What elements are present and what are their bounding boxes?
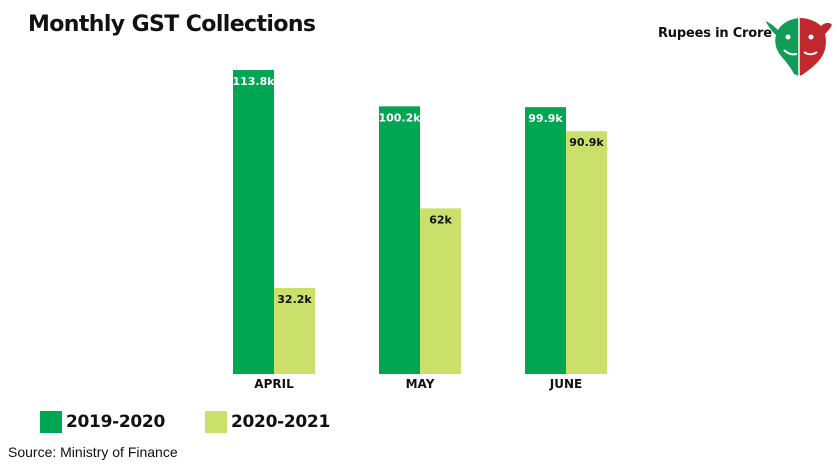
bar-value-label: 90.9k [569,136,604,149]
bar-june-1 [566,131,607,374]
legend-label-2019: 2019-2020 [66,412,165,432]
legend-swatch-2020 [205,411,227,433]
category-label: APRIL [254,377,294,391]
source-note: Source: Ministry of Finance [8,444,178,460]
bar-april-1 [274,287,315,374]
bar-may-1 [420,208,461,374]
bar-april-0 [233,70,274,374]
legend-label-2020: 2020-2021 [231,412,330,432]
legend-swatch-2019 [40,411,62,433]
category-label: MAY [406,377,435,391]
bull-bear-logo-icon [766,18,832,76]
category-label: JUNE [549,377,582,391]
bar-value-label: 100.2k [378,111,421,124]
unit-note: Rupees in Crore [658,26,772,41]
bar-value-label: 113.8k [232,75,275,88]
legend-item-2019: 2019-2020 [40,411,165,433]
bar-value-label: 62k [429,213,452,226]
bar-value-label: 32.2k [277,293,312,306]
bar-may-0 [379,106,420,374]
legend: 2019-2020 2020-2021 [40,411,370,433]
legend-item-2020: 2020-2021 [205,411,330,433]
bar-value-label: 99.9k [528,112,563,125]
chart-title: Monthly GST Collections [28,12,316,37]
bar-chart: 113.8k 32.2k 100.2k 62k 99.9k 90.9k APRIL MAY J… [232,70,607,391]
bar-june-0 [525,107,566,375]
